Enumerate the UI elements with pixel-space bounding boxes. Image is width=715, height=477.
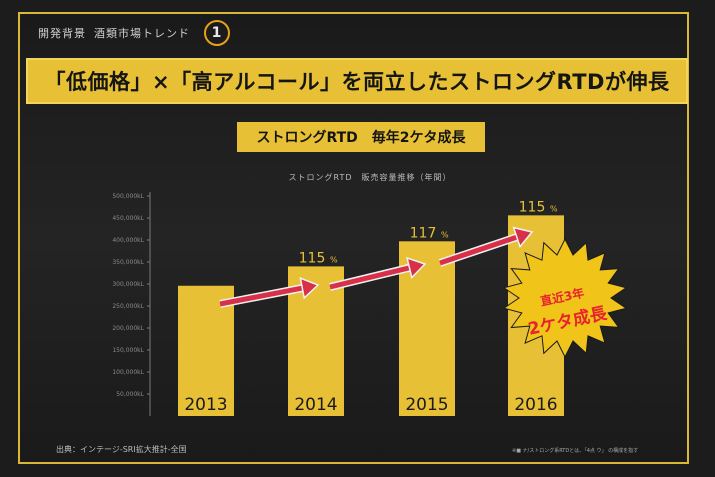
arrow-head xyxy=(406,256,427,279)
starburst-shape xyxy=(502,237,628,359)
sub-headline: ストロングRTD 毎年2ケタ成長 xyxy=(237,122,485,152)
growth-arrow-2014 xyxy=(219,277,320,308)
step-number-badge: 1 xyxy=(204,20,230,46)
y-tick-label: 150,000kL xyxy=(112,347,144,354)
y-tick-label: 500,000kL xyxy=(112,193,144,200)
arrow-shaft xyxy=(329,265,411,290)
y-tick-label: 350,000kL xyxy=(112,259,144,266)
arrow-head xyxy=(299,277,320,300)
footer-source: 出典：インテージ-SRI拡大推計-全国 xyxy=(56,445,187,454)
growth-arrow-2015 xyxy=(329,256,427,291)
arrow-shaft xyxy=(439,234,518,266)
x-tick-label: 2015 xyxy=(405,395,448,415)
breadcrumb-section: 開発背景 xyxy=(38,27,86,40)
y-tick-label: 50,000kL xyxy=(116,391,144,398)
bar-2013 xyxy=(178,285,234,416)
growth-arrow-2016 xyxy=(438,226,534,267)
headline-text: 「低価格」×「高アルコール」を両立したストロングRTDが伸長 xyxy=(44,70,670,94)
x-tick-label: 2016 xyxy=(514,395,557,415)
x-tick-label: 2014 xyxy=(294,395,337,415)
growth-unit: % xyxy=(550,204,558,213)
growth-unit: % xyxy=(330,255,338,264)
footer-note: ※■ ナ/ストロング系RTDとは、「4点 ウ」 の構成を指す xyxy=(512,448,639,454)
arrow-head xyxy=(512,226,534,249)
y-tick-label: 100,000kL xyxy=(112,369,144,376)
y-tick-label: 250,000kL xyxy=(112,303,144,310)
y-tick-label: 450,000kL xyxy=(112,215,144,222)
growth-label-2015: 117 xyxy=(410,225,437,241)
breadcrumb-topic: 酒類市場トレンド xyxy=(94,27,190,40)
sub-headline-text: ストロングRTD 毎年2ケタ成長 xyxy=(256,130,466,146)
y-tick-label: 400,000kL xyxy=(112,237,144,244)
chart-title: ストロングRTD 販売容量推移（年間） xyxy=(288,173,452,182)
x-tick-label: 2013 xyxy=(184,395,227,415)
growth-unit: % xyxy=(441,230,449,239)
growth-label-2016: 115 xyxy=(519,199,546,215)
y-tick-label: 200,000kL xyxy=(112,325,144,332)
growth-label-2014: 115 xyxy=(299,250,326,266)
y-tick-label: 300,000kL xyxy=(112,281,144,288)
headline: 「低価格」×「高アルコール」を両立したストロングRTDが伸長 xyxy=(26,58,688,104)
breadcrumb: 開発背景 酒類市場トレンド 1 xyxy=(38,20,230,46)
arrow-shaft xyxy=(219,285,303,307)
